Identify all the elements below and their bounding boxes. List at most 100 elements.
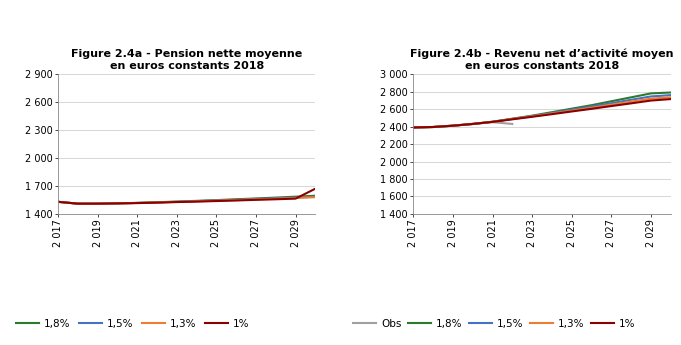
1,3% xyxy=(568,109,576,113)
1,8% xyxy=(469,122,477,126)
1% xyxy=(252,198,260,202)
1,5% xyxy=(429,125,437,129)
Line: 1,8%: 1,8% xyxy=(58,196,315,204)
1% xyxy=(291,197,300,201)
1,3% xyxy=(153,200,161,205)
1,8% xyxy=(272,196,280,200)
1% xyxy=(311,187,319,191)
1,3% xyxy=(449,124,457,128)
1,8% xyxy=(212,198,221,202)
1,3% xyxy=(488,120,496,124)
1,8% xyxy=(173,199,181,204)
1,8% xyxy=(667,90,675,95)
1,8% xyxy=(647,91,655,96)
1% xyxy=(193,199,201,204)
1,5% xyxy=(54,200,62,204)
1,5% xyxy=(133,201,141,205)
1,8% xyxy=(409,125,417,129)
1,3% xyxy=(252,197,260,201)
1,3% xyxy=(193,199,201,204)
Obs xyxy=(409,125,417,129)
1,5% xyxy=(469,122,477,126)
1,3% xyxy=(588,106,596,110)
1% xyxy=(607,104,616,108)
1,8% xyxy=(548,110,556,114)
1% xyxy=(93,201,101,206)
1,3% xyxy=(311,195,319,199)
1,5% xyxy=(647,95,655,99)
Title: Figure 2.4b - Revenu net d’activité moyen
en euros constants 2018: Figure 2.4b - Revenu net d’activité moye… xyxy=(410,49,674,71)
Line: 1%: 1% xyxy=(413,99,671,127)
1,3% xyxy=(272,197,280,201)
1,3% xyxy=(291,196,300,200)
1,5% xyxy=(272,196,280,200)
1% xyxy=(429,125,437,129)
1,8% xyxy=(93,201,101,206)
1,8% xyxy=(113,201,121,205)
1,3% xyxy=(528,114,536,118)
1,8% xyxy=(153,200,161,204)
1,5% xyxy=(113,201,121,205)
1,5% xyxy=(488,120,496,124)
Obs xyxy=(508,122,516,126)
1,5% xyxy=(627,98,635,102)
Line: 1,5%: 1,5% xyxy=(58,197,315,204)
Legend: 1,8%, 1,5%, 1,3%, 1%: 1,8%, 1,5%, 1,3%, 1% xyxy=(12,315,254,333)
1,5% xyxy=(548,111,556,115)
1,5% xyxy=(508,117,516,121)
1,3% xyxy=(232,198,240,202)
1,3% xyxy=(607,103,616,107)
Obs xyxy=(429,125,437,129)
1,3% xyxy=(409,125,417,129)
Obs xyxy=(488,120,496,124)
1,5% xyxy=(291,195,300,199)
1,5% xyxy=(667,93,675,97)
1% xyxy=(548,112,556,116)
1,8% xyxy=(133,201,141,205)
1,5% xyxy=(93,201,101,206)
Line: 1%: 1% xyxy=(58,189,315,204)
Line: 1,8%: 1,8% xyxy=(413,92,671,127)
1% xyxy=(667,97,675,101)
1,5% xyxy=(252,197,260,201)
1,8% xyxy=(588,103,596,107)
1,3% xyxy=(212,199,221,203)
1% xyxy=(133,201,141,205)
1,3% xyxy=(133,201,141,205)
1% xyxy=(232,198,240,203)
1% xyxy=(173,200,181,204)
1% xyxy=(409,125,417,129)
1,5% xyxy=(528,114,536,118)
1% xyxy=(568,109,576,114)
Legend: Obs, 1,8%, 1,5%, 1,3%, 1%: Obs, 1,8%, 1,5%, 1,3%, 1% xyxy=(349,315,639,333)
1% xyxy=(113,201,121,205)
1,8% xyxy=(311,194,319,198)
1,8% xyxy=(568,107,576,111)
1% xyxy=(449,124,457,128)
1,3% xyxy=(667,95,675,99)
1,5% xyxy=(74,201,82,206)
1% xyxy=(528,115,536,119)
1% xyxy=(212,199,221,203)
1% xyxy=(153,200,161,205)
Title: Figure 2.4a - Pension nette moyenne
en euros constants 2018: Figure 2.4a - Pension nette moyenne en e… xyxy=(71,49,302,71)
1,8% xyxy=(607,99,616,103)
1,3% xyxy=(469,122,477,126)
1,8% xyxy=(232,197,240,201)
1,8% xyxy=(627,95,635,99)
1,5% xyxy=(588,105,596,109)
1,8% xyxy=(291,195,300,199)
1,5% xyxy=(212,198,221,203)
1% xyxy=(74,201,82,206)
1,8% xyxy=(429,125,437,129)
1% xyxy=(508,117,516,121)
1,3% xyxy=(647,97,655,101)
1% xyxy=(469,122,477,126)
1,8% xyxy=(193,199,201,203)
1% xyxy=(588,107,596,111)
1,8% xyxy=(528,114,536,118)
1,8% xyxy=(252,196,260,200)
1,5% xyxy=(449,124,457,128)
1,3% xyxy=(93,201,101,206)
1% xyxy=(272,197,280,201)
